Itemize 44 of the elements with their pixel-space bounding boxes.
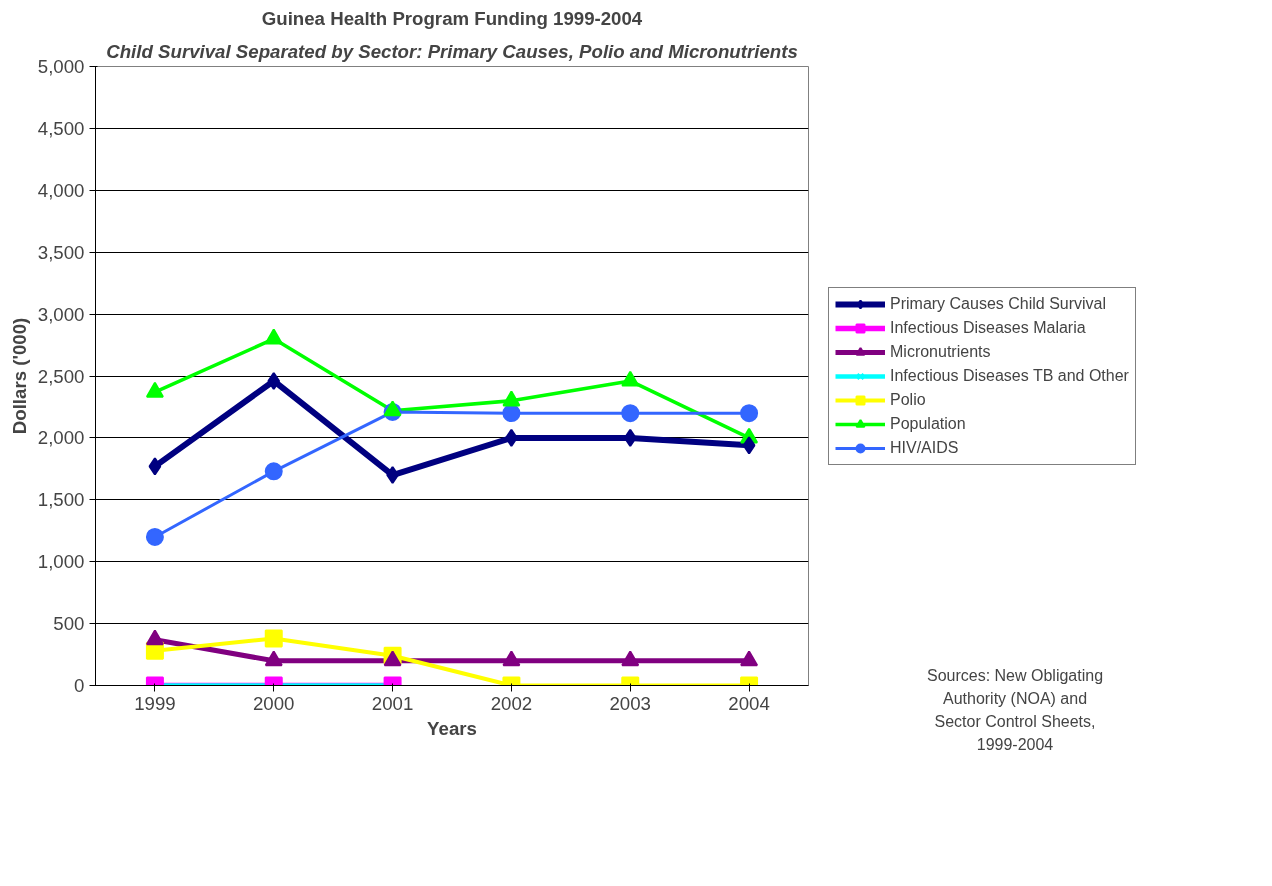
point: [623, 428, 637, 447]
y-tick-label: 5,000: [37, 56, 85, 77]
y-tick-label: 0: [74, 675, 85, 696]
y-tick-label: 4,000: [37, 179, 85, 201]
point: [740, 650, 759, 667]
point: [740, 404, 759, 423]
y-tick-label: 4,500: [37, 117, 85, 139]
x-tick-label: 2002: [490, 692, 533, 714]
point: [502, 650, 521, 667]
x-axis-title: Years: [427, 717, 477, 739]
y-tick-label: 2,500: [37, 365, 85, 387]
x-tick-label: 1999: [134, 692, 176, 714]
point: [742, 436, 756, 455]
legend-label: Infectious Diseases Malaria: [890, 318, 1086, 337]
chart-title: Guinea Health Program Funding 1999-2004: [261, 7, 643, 29]
legend-label: Polio: [890, 390, 926, 409]
chart-subtitle: Child Survival Separated by Sector: Primary Causes, Polio and Micronutrients: [106, 40, 798, 62]
x-tick-label: 2000: [253, 692, 295, 714]
point: [621, 650, 640, 667]
x-tick-label: 2003: [609, 692, 652, 714]
point: [267, 371, 281, 390]
y-tick-label: 2,000: [37, 427, 85, 449]
x-tick-label: 2001: [371, 692, 414, 714]
point: [502, 404, 521, 423]
legend-label: Population: [890, 414, 966, 433]
x-tick-label: 2004: [728, 692, 770, 714]
point: [383, 650, 402, 667]
legend-label: Infectious Diseases TB and Other: [890, 366, 1129, 385]
legend-label: Micronutrients: [890, 342, 991, 361]
point: [145, 629, 164, 646]
y-tick-label: 3,000: [37, 303, 85, 325]
point: [264, 650, 283, 667]
y-tick-label: 3,500: [37, 241, 85, 263]
y-tick-label: 1,000: [37, 551, 85, 573]
y-tick-label: 1,500: [37, 489, 85, 511]
point: [264, 462, 283, 481]
point: [145, 527, 164, 546]
source-note: Sources: New Obligating Authority (NOA) and Sector Control Sheets, 1999-2004: [926, 666, 1104, 755]
point: [621, 404, 640, 423]
y-axis-title: Dollars ('000): [8, 317, 30, 435]
y-tick-label: 500: [53, 613, 85, 635]
point: [148, 457, 162, 476]
legend-label: Primary Causes Child Survival: [890, 294, 1107, 313]
legend-label: HIV/AIDS: [890, 438, 959, 457]
